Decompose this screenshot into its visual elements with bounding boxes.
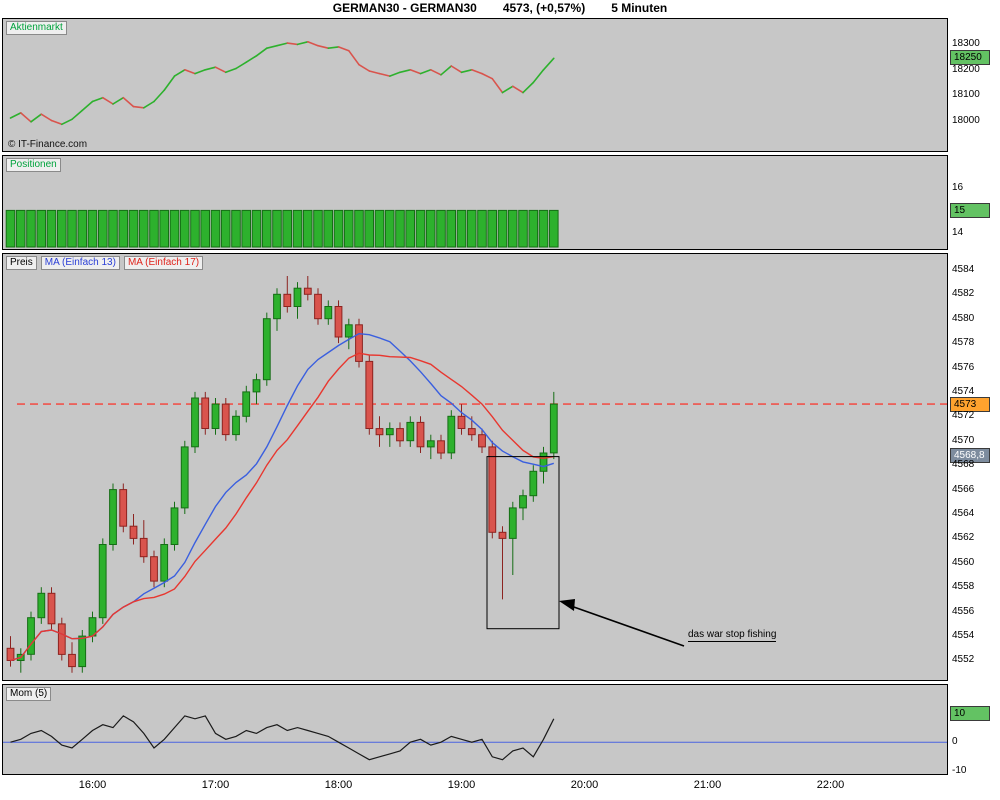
axis-value-highlight: 15 [950,203,990,219]
axis-tick-label: 4576 [952,361,975,373]
positions-panel-label[interactable]: Positionen [6,158,61,172]
axis-tick-label: -10 [952,765,967,777]
axis-tick-label: 4578 [952,337,975,349]
axis-tick-label: 4554 [952,630,975,642]
axis-tick-label: 18100 [952,89,980,101]
timeframe-label: 5 Minuten [611,1,668,15]
axis-tick-label: 4582 [952,288,975,300]
annotation-arrow[interactable] [559,599,685,647]
axis-tick-label: 4560 [952,556,975,568]
price-panel: Preis MA (Einfach 13) MA (Einfach 17) [2,253,948,681]
axis-tick-label: 4556 [952,605,975,617]
axis-tick-label: 4580 [952,312,975,324]
momentum-panel-legend: Mom (5) [6,687,55,701]
ma17-line[interactable] [10,352,554,662]
price-panel-label[interactable]: Preis [6,256,37,270]
momentum-panel: Mom (5) [2,684,948,775]
value-axis: 18300 18250 18200 18100 18000 16 15 14 4584 4582 4… [950,0,1000,800]
price-chart-canvas[interactable] [3,254,947,680]
axis-tick-label: 4568 [952,459,975,471]
time-axis-label: 22:00 [816,779,845,791]
time-axis-label: 19:00 [447,779,476,791]
instrument-name: GERMAN30 - GERMAN30 [332,1,477,15]
drawn-rectangle[interactable] [486,456,560,630]
positions-chart-canvas[interactable] [3,156,947,249]
axis-value-highlight: 18250 [950,50,990,66]
candlestick-series [6,276,558,673]
axis-tick-label: 14 [952,227,964,239]
momentum-panel-label[interactable]: Mom (5) [6,687,52,701]
chart-title: GERMAN30 - GERMAN30 4573, (+0,57%) 5 Minut… [0,1,1000,18]
positions-bar-series [5,209,559,248]
axis-tick-label: 18300 [952,38,980,50]
time-axis-label: 20:00 [570,779,599,791]
axis-tick-label: 4552 [952,654,975,666]
momentum-line [10,715,555,761]
axis-tick-label: 4584 [952,263,975,275]
axis-value-highlight: 10 [950,706,990,721]
axis-tick-label: 4562 [952,532,975,544]
positions-panel: Positionen [2,155,948,250]
axis-tick-label: 4558 [952,581,975,593]
axis-tick-label: 4564 [952,507,975,519]
time-axis-label: 17:00 [201,779,230,791]
axis-tick-label: 0 [952,736,958,748]
axis-tick-label: 4574 [952,385,975,397]
axis-tick-label: 4572 [952,410,975,422]
time-axis: 16:00 17:00 18:00 19:00 20:00 21:00 22:00 [0,779,1000,797]
annotation-text[interactable]: das war stop fishing [688,629,777,642]
axis-tick-label: 4570 [952,434,975,446]
index-panel-label[interactable]: Aktienmarkt [6,21,67,35]
index-panel: Aktienmarkt © IT-Finance.com [2,18,948,152]
index-panel-legend: Aktienmarkt [6,21,71,35]
index-line-series [9,40,555,126]
price-quote: 4573, (+0,57%) [502,1,586,15]
positions-panel-legend: Positionen [6,158,65,172]
momentum-chart-canvas[interactable] [3,685,947,774]
axis-tick-label: 16 [952,181,964,193]
time-axis-label: 16:00 [78,779,107,791]
time-axis-label: 21:00 [693,779,722,791]
axis-tick-label: 18200 [952,63,980,75]
axis-tick-label: 4566 [952,483,975,495]
price-panel-legend: Preis MA (Einfach 13) MA (Einfach 17) [6,256,207,270]
axis-value-highlight: 4568,8 [950,448,990,464]
ma13-line[interactable] [10,332,555,662]
ma17-legend-label[interactable]: MA (Einfach 17) [123,256,204,270]
time-axis-label: 18:00 [324,779,353,791]
index-chart-canvas[interactable] [3,19,947,151]
copyright-label: © IT-Finance.com [8,139,88,150]
axis-value-highlight: 4573 [950,397,990,413]
axis-tick-label: 18000 [952,114,980,126]
ma13-legend-label[interactable]: MA (Einfach 13) [40,256,120,270]
